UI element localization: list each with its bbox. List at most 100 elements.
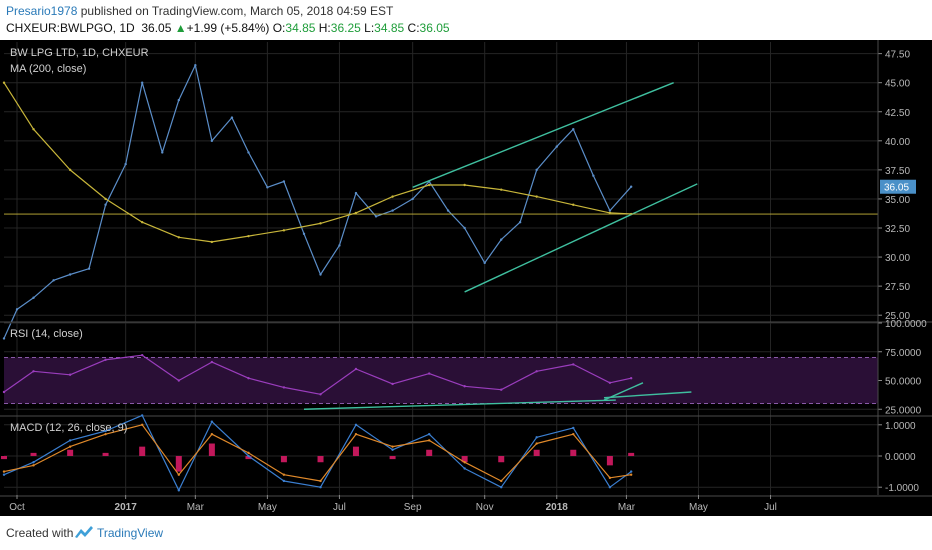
macd-series-1-point-3 xyxy=(104,432,107,436)
macd-histogram-bar-16 xyxy=(570,449,577,456)
rsi-trendline-1[interactable] xyxy=(603,391,692,399)
footer: Created with TradingView xyxy=(0,516,932,550)
rsi-series-0-point-6 xyxy=(210,360,214,364)
macd-histogram-bar-9 xyxy=(317,456,324,463)
last-price-tag-label: 36.05 xyxy=(884,183,909,194)
rsi-series-0-point-0 xyxy=(2,390,6,394)
macd-histogram-bar-6 xyxy=(208,443,215,456)
price-series-0-point-28 xyxy=(500,238,503,241)
chart-background xyxy=(0,40,932,516)
rsi-series-0-point-4 xyxy=(140,354,144,357)
created-with-text: Created with xyxy=(6,526,74,540)
macd-title: MACD (12, 26, close, 9) xyxy=(10,422,127,434)
price-series-0-point-22 xyxy=(391,209,394,212)
macd-series-0-point-3 xyxy=(104,429,107,433)
macd-series-0-point-6 xyxy=(210,420,214,423)
macd-series-0-point-5 xyxy=(177,489,180,492)
close-value: 36.05 xyxy=(419,21,450,35)
open-value: 34.85 xyxy=(285,21,316,35)
author-link[interactable]: Presario1978 xyxy=(6,4,78,18)
price-series-1-point-13 xyxy=(463,183,466,187)
price-trendline-0[interactable] xyxy=(412,82,674,188)
x-tick-label-8: Mar xyxy=(618,502,636,513)
price-series-line-0 xyxy=(3,64,632,339)
price-series-0-point-26 xyxy=(463,226,466,230)
price-series-1-point-7 xyxy=(247,234,250,238)
macd-series-1-point-13 xyxy=(463,461,466,464)
price-trendline-1[interactable] xyxy=(464,183,698,293)
chart-area[interactable]: 25.00 27.50 30.00 32.50 35.00 37.50 40.00 42.50… xyxy=(0,40,932,516)
price-series-0-point-6 xyxy=(104,203,107,206)
rsi-title: RSI (14, close) xyxy=(10,328,83,340)
price-series-0-point-8 xyxy=(140,81,144,84)
price-series-1-point-1 xyxy=(32,127,35,131)
publish-info: Presario1978 published on TradingView.co… xyxy=(6,4,393,18)
rsi-series-0-point-1 xyxy=(32,370,35,373)
price-series-0-point-15 xyxy=(266,186,269,189)
price-series-0-point-3 xyxy=(52,279,55,282)
macd-y-tick-label-0: -1.0000 xyxy=(885,483,919,494)
price-series-0-point-9 xyxy=(161,151,164,154)
price-series-0-point-14 xyxy=(247,151,250,154)
last-price: 36.05 xyxy=(141,21,172,35)
x-tick-label-0: Oct xyxy=(9,502,25,513)
price-series-0-point-33 xyxy=(592,174,595,177)
x-tick-label-5: Sep xyxy=(404,502,422,513)
price-series-1-point-12 xyxy=(427,183,431,187)
low-label: L: xyxy=(364,21,375,35)
rsi-series-0-point-13 xyxy=(463,385,466,388)
price-series-1-point-14 xyxy=(500,188,503,191)
macd-series-0-point-12 xyxy=(427,432,431,436)
macd-series-1-point-6 xyxy=(210,432,214,436)
rsi-series-0-point-5 xyxy=(177,379,180,382)
price-series-0-point-31 xyxy=(555,145,558,148)
price-series-1-point-9 xyxy=(319,222,322,225)
price-y-tick-label-6: 40.00 xyxy=(885,137,910,148)
macd-series-1-point-7 xyxy=(247,451,250,455)
rsi-series-0-point-7 xyxy=(247,377,250,380)
x-tick-label-4: Jul xyxy=(333,502,346,513)
macd-series-0-point-17 xyxy=(608,486,612,489)
macd-series-1-point-9 xyxy=(319,479,322,483)
rsi-y-tick-label-2: 75.0000 xyxy=(885,348,922,359)
macd-series-0-point-14 xyxy=(500,486,503,489)
rsi-y-tick-label-0: 25.0000 xyxy=(885,405,922,416)
rsi-trendline-0[interactable] xyxy=(303,399,616,410)
up-arrow-icon: ▲ xyxy=(174,21,187,35)
macd-series-1-point-1 xyxy=(32,464,35,467)
price-series-0-point-18 xyxy=(319,273,322,276)
rsi-series-0-point-18 xyxy=(629,377,633,380)
last-price-tag xyxy=(880,179,916,194)
x-tick-label-10: Jul xyxy=(764,502,777,513)
rsi-trendline-2[interactable] xyxy=(603,382,644,401)
rsi-band xyxy=(4,357,878,404)
price-series-0-point-16 xyxy=(282,180,286,183)
macd-series-1-point-5 xyxy=(177,473,180,476)
tradingview-link[interactable]: TradingView xyxy=(97,526,164,540)
macd-series-0-point-18 xyxy=(629,470,633,473)
macd-y-tick-label-2: 1.0000 xyxy=(885,421,916,432)
x-tick-label-6: Nov xyxy=(476,502,494,513)
rsi-panel: 25.0000 50.0000 75.0000 100.0000 RSI (14, cl… xyxy=(0,319,932,417)
macd-histogram-bar-17 xyxy=(606,456,613,466)
rsi-series-0-point-16 xyxy=(572,363,575,366)
price-panel: 25.00 27.50 30.00 32.50 35.00 37.50 40.00 42.50… xyxy=(0,47,932,340)
price-series-0-point-21 xyxy=(374,215,378,218)
chart-header: Presario1978 published on TradingView.co… xyxy=(0,0,932,40)
price-series-1-point-2 xyxy=(68,168,72,172)
price-y-tick-label-8: 45.00 xyxy=(885,79,910,90)
macd-histogram-bar-3 xyxy=(102,452,109,456)
price-series-0-point-4 xyxy=(68,273,72,276)
macd-series-1-point-15 xyxy=(535,442,538,445)
symbol-label: CHXEUR:BWLPGO, 1D xyxy=(6,21,135,35)
rsi-series-0-point-12 xyxy=(427,372,431,375)
close-label: C: xyxy=(407,21,420,35)
macd-series-1-point-4 xyxy=(140,423,144,426)
rsi-series-0-point-14 xyxy=(500,388,503,391)
rsi-series-0-point-8 xyxy=(282,386,286,389)
ma-legend: MA (200, close) xyxy=(10,63,86,75)
macd-histogram-bar-14 xyxy=(498,456,505,463)
macd-series-1-point-2 xyxy=(68,445,72,448)
macd-histogram-bar-7 xyxy=(245,456,252,460)
macd-histogram-bar-13 xyxy=(461,456,468,463)
